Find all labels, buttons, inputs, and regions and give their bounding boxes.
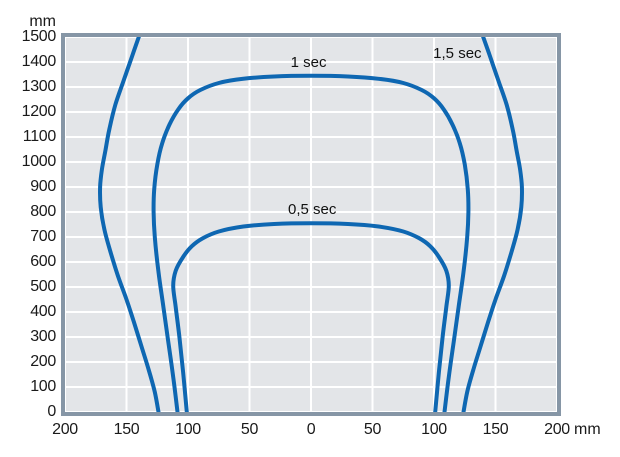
x-tick-label: 100	[175, 421, 201, 438]
x-tick-label: 0	[306, 421, 316, 438]
x-tick-label: 50	[240, 421, 259, 438]
curve-label-1-sec: 1 sec	[290, 53, 327, 71]
y-tick-label: 1500	[21, 28, 57, 45]
x-tick-label: 50	[363, 421, 382, 438]
x-tick-label: 150	[113, 421, 140, 438]
y-tick-label: 900	[30, 178, 56, 195]
y-tick-label: 1300	[21, 78, 57, 95]
y-tick-label: 0	[47, 403, 56, 420]
plot-area	[65, 37, 557, 412]
x-axis-unit-label: mm	[574, 421, 601, 438]
y-tick-label: 200	[30, 353, 56, 370]
x-tick-label: 200	[52, 421, 78, 438]
y-tick-label: 600	[30, 253, 56, 270]
y-tick-label: 500	[30, 278, 56, 295]
curve-1-5-sec	[461, 37, 524, 412]
y-tick-label: 1100	[22, 128, 57, 145]
y-tick-label: 1400	[21, 53, 57, 70]
y-tick-label: 100	[30, 378, 56, 395]
x-tick-label: 150	[482, 421, 509, 438]
y-tick-label: 800	[30, 203, 56, 220]
y-axis-unit-label: mm	[29, 13, 56, 30]
y-tick-label: 700	[30, 228, 56, 245]
curve-1-sec	[151, 73, 471, 412]
curve-label-0-5-sec: 0,5 sec	[288, 200, 337, 218]
y-tick-label: 400	[30, 303, 56, 320]
y-tick-label: 1200	[21, 103, 57, 120]
x-tick-label: 200	[544, 421, 570, 438]
curve-label-1-5-sec: 1,5 sec	[433, 45, 482, 62]
y-tick-label: 1000	[21, 153, 57, 170]
y-tick-label: 300	[30, 328, 56, 345]
curve-0-5-sec	[171, 221, 451, 412]
curve-1-5-sec	[98, 37, 161, 412]
x-tick-label: 100	[421, 421, 447, 438]
